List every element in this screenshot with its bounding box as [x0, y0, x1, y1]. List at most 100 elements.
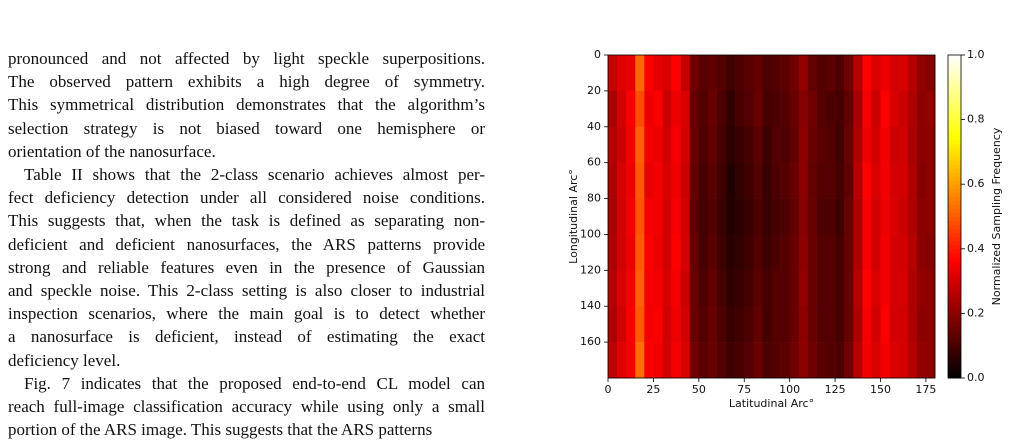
- heatmap-cell: [671, 234, 681, 271]
- heatmap-cell: [671, 126, 681, 163]
- heatmap-cell: [898, 198, 909, 235]
- colorbar-swatch: [948, 244, 961, 250]
- colorbar-swatch: [948, 212, 961, 217]
- heatmap-cell: [744, 342, 754, 379]
- heatmap-cell: [780, 126, 790, 163]
- heatmap-cell: [762, 306, 772, 343]
- heatmap-cell: [880, 162, 890, 199]
- colorbar-swatch: [948, 285, 961, 290]
- heatmap-cell: [753, 342, 763, 379]
- heatmap-cell: [798, 270, 809, 307]
- heatmap-cell: [889, 126, 899, 163]
- x-tick-label: 75: [737, 383, 751, 396]
- x-tick-label: 150: [870, 383, 891, 396]
- heatmap-cell: [717, 198, 727, 235]
- colorbar-swatch: [948, 184, 961, 189]
- heatmap-cell: [608, 342, 618, 379]
- heatmap-cell: [880, 342, 890, 379]
- heatmap-cell: [889, 55, 899, 92]
- heatmap-cell: [635, 342, 645, 379]
- heatmap-cell: [816, 342, 827, 379]
- heatmap-cell: [717, 306, 727, 343]
- colorbar-swatch: [948, 123, 961, 129]
- heatmap-cell: [617, 234, 627, 271]
- x-tick-label: 50: [692, 383, 706, 396]
- y-tick-label: 120: [580, 263, 601, 276]
- colorbar-swatch: [948, 192, 961, 197]
- heatmap-cell: [753, 198, 763, 235]
- heatmap-cell: [925, 55, 936, 92]
- heatmap-cell: [744, 198, 754, 235]
- heatmap-cell: [626, 306, 636, 343]
- x-tick-label: 0: [605, 383, 612, 396]
- text-line: This symmetrical distribution demonstrat…: [8, 95, 485, 115]
- heatmap-cell: [916, 162, 927, 199]
- text-line: portion of the ARS image. This suggests …: [8, 420, 433, 440]
- heatmap-cell: [844, 162, 854, 199]
- heatmap-cell: [717, 342, 727, 379]
- heatmap-cell: [726, 234, 736, 271]
- heatmap-cell: [880, 306, 890, 343]
- heatmap-cell: [907, 342, 918, 379]
- colorbar-swatch: [948, 232, 961, 238]
- heatmap-cell: [916, 306, 927, 343]
- heatmap-cell: [807, 55, 818, 92]
- heatmap-cell: [826, 270, 836, 307]
- heatmap-cell: [644, 198, 654, 235]
- heatmap-cell: [671, 198, 681, 235]
- heatmap-cell: [826, 90, 836, 128]
- heatmap-cell: [635, 162, 645, 199]
- heatmap-cell: [835, 342, 845, 379]
- y-tick-label: 20: [587, 84, 601, 97]
- heatmap-cell: [662, 90, 672, 128]
- colorbar-swatch: [948, 200, 961, 205]
- heatmap-cell: [753, 306, 763, 343]
- heatmap-cell: [698, 198, 709, 235]
- heatmap-cell: [735, 162, 745, 199]
- heatmap-cell: [626, 198, 636, 235]
- heatmap-cell: [771, 90, 781, 128]
- colorbar-swatch: [948, 103, 961, 108]
- x-tick-label: 100: [779, 383, 800, 396]
- heatmap-cell: [689, 55, 700, 92]
- colorbar-swatch: [948, 172, 961, 177]
- colorbar-swatch: [948, 63, 961, 68]
- heatmap-cell: [726, 342, 736, 379]
- heatmap-cell: [717, 90, 727, 128]
- heatmap-cell: [689, 126, 700, 163]
- heatmap-cell: [807, 198, 818, 235]
- heatmap-cell: [816, 270, 827, 307]
- heatmap-cell: [907, 270, 918, 307]
- colorbar-swatch: [948, 248, 961, 254]
- text-line: deficient and deficient nanosurfaces, th…: [8, 234, 485, 254]
- heatmap-cell: [889, 270, 899, 307]
- heatmap-cell: [671, 306, 681, 343]
- colorbar-label: Normalized Sampling Frequency: [990, 127, 1003, 305]
- colorbar-swatch: [948, 228, 961, 234]
- colorbar-swatch: [948, 75, 961, 80]
- heatmap-cell: [789, 234, 800, 271]
- heatmap-cell: [853, 270, 863, 307]
- heatmap-cell: [735, 342, 745, 379]
- heatmap-cell: [816, 126, 827, 163]
- heatmap-cell: [744, 162, 754, 199]
- heatmap-cell: [816, 198, 827, 235]
- heatmap-cell: [862, 55, 872, 92]
- heatmap-cell: [907, 234, 918, 271]
- y-tick-label: 0: [594, 48, 601, 61]
- heatmap-cell: [844, 198, 854, 235]
- heatmap-cell: [617, 90, 627, 128]
- heatmap-cell: [798, 306, 809, 343]
- heatmap-cell: [807, 162, 818, 199]
- heatmap-cell: [644, 126, 654, 163]
- heatmap-cell: [816, 55, 827, 92]
- heatmap-cell: [789, 126, 800, 163]
- colorbar-swatch: [948, 135, 961, 141]
- colorbar-swatch: [948, 333, 961, 339]
- heatmap-cell: [853, 126, 863, 163]
- heatmap-cell: [635, 198, 645, 235]
- colorbar-swatch: [948, 151, 961, 157]
- heatmap-cell: [853, 162, 863, 199]
- text-line: orientation of the nanosurface.: [8, 141, 216, 161]
- heatmap-cell: [635, 90, 645, 128]
